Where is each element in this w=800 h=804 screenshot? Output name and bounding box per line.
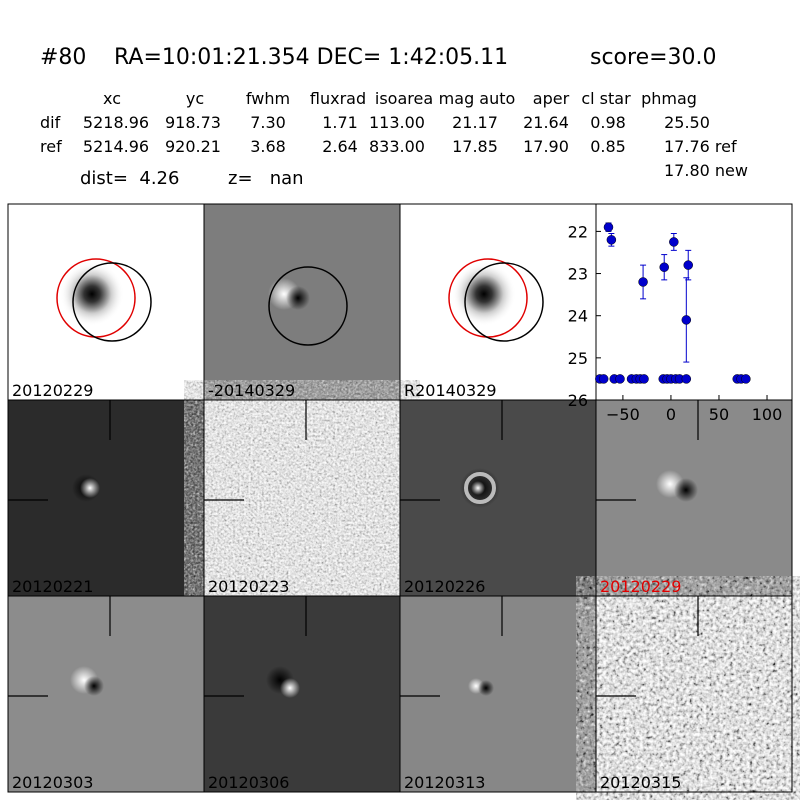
panel xyxy=(204,596,400,792)
col-header: isoarea xyxy=(375,89,433,108)
panel-borders xyxy=(7,203,793,793)
panel xyxy=(400,204,596,400)
x-tick-label: −50 xyxy=(606,405,640,424)
panel xyxy=(596,400,792,596)
cell: 3.68 xyxy=(250,137,286,156)
point xyxy=(669,237,679,247)
panel-label: 20120229 xyxy=(600,577,681,596)
cell: 113.00 xyxy=(369,113,425,132)
point xyxy=(638,277,648,287)
cell: 25.50 xyxy=(664,113,710,132)
col-header: cl star xyxy=(581,89,631,108)
cell: 1.71 xyxy=(322,113,358,132)
panel-label: 20120226 xyxy=(404,577,485,596)
cell: 833.00 xyxy=(369,137,425,156)
point xyxy=(639,374,649,384)
col-header: yc xyxy=(186,89,204,108)
row-label: ref xyxy=(40,137,62,156)
z: z= nan xyxy=(228,168,304,189)
panel-label: 20120313 xyxy=(404,773,485,792)
x-tick-label: 50 xyxy=(709,405,729,424)
panel-label: 20120223 xyxy=(208,577,289,596)
panel xyxy=(596,596,792,792)
col-header: fwhm xyxy=(246,89,290,108)
cell: 920.21 xyxy=(165,137,221,156)
cell: 5218.96 xyxy=(83,113,149,132)
cell: 21.17 xyxy=(452,113,498,132)
panel xyxy=(400,596,596,792)
panel-label: R20140329 xyxy=(404,381,497,400)
point xyxy=(606,235,617,245)
score: score=30.0 xyxy=(590,45,717,70)
x-tick-label: 0 xyxy=(666,405,676,424)
panel xyxy=(400,400,596,596)
dist: dist= 4.26 xyxy=(80,168,179,189)
cell: 17.80 new xyxy=(664,161,748,180)
point xyxy=(681,374,692,384)
point xyxy=(659,262,669,272)
crosshairs xyxy=(8,400,699,697)
panel xyxy=(204,400,400,596)
panel xyxy=(8,204,204,400)
point xyxy=(683,260,693,270)
coords: RA=10:01:21.354 DEC= 1:42:05.11 xyxy=(114,45,508,70)
cell: 5214.96 xyxy=(83,137,149,156)
cell: 17.85 xyxy=(452,137,498,156)
col-header: phmag xyxy=(641,89,697,108)
point xyxy=(615,374,625,384)
cell: 2.64 xyxy=(322,137,358,156)
panel-label: 20120303 xyxy=(12,773,93,792)
x-tick-label: 100 xyxy=(752,405,783,424)
cand-id: #80 xyxy=(40,45,86,70)
cell: 21.64 xyxy=(523,113,569,132)
cell: 0.85 xyxy=(590,137,626,156)
y-tick-label: 25 xyxy=(568,349,588,368)
cell: 17.76 ref xyxy=(664,137,737,156)
cell: 0.98 xyxy=(590,113,626,132)
panel xyxy=(8,596,204,792)
y-tick-label: 24 xyxy=(568,307,588,326)
point xyxy=(603,222,614,232)
y-tick-label: 26 xyxy=(568,391,588,410)
col-header: mag auto xyxy=(439,89,516,108)
y-tick-label: 22 xyxy=(568,222,588,241)
panel-label: -20140329 xyxy=(208,381,295,400)
point xyxy=(741,374,751,384)
col-header: aper xyxy=(533,89,570,108)
panel-label: 20120306 xyxy=(208,773,289,792)
col-header: fluxrad xyxy=(310,89,366,108)
col-header: xc xyxy=(103,89,121,108)
cell: 17.90 xyxy=(523,137,569,156)
y-tick-label: 23 xyxy=(568,265,588,284)
row-label: dif xyxy=(40,113,61,132)
plot-area xyxy=(596,204,792,400)
cell: 7.30 xyxy=(250,113,286,132)
panel xyxy=(204,204,400,400)
panel xyxy=(8,400,204,596)
point xyxy=(598,374,609,384)
point xyxy=(681,315,692,325)
panel-label: 20120229 xyxy=(12,381,93,400)
panel-label: 20120221 xyxy=(12,577,93,596)
cell: 918.73 xyxy=(165,113,221,132)
panel-label: 20120315 xyxy=(600,773,681,792)
